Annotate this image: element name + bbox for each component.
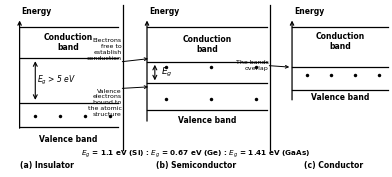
Text: (c) Conductor: (c) Conductor — [304, 161, 363, 170]
Text: (a) Insulator: (a) Insulator — [20, 161, 74, 170]
Text: Valence band: Valence band — [311, 93, 369, 102]
Text: Valence
electrons
bound to
the atomic
structure: Valence electrons bound to the atomic st… — [87, 88, 122, 117]
Text: Electrons
free to
establish
conduction: Electrons free to establish conduction — [87, 38, 122, 61]
Text: $E_g$: $E_g$ — [161, 66, 172, 79]
Text: Energy: Energy — [149, 7, 179, 16]
Text: Energy: Energy — [22, 7, 52, 16]
Text: Conduction
band: Conduction band — [182, 35, 231, 54]
Text: Valence band: Valence band — [40, 135, 98, 144]
Text: (b) Semiconductor: (b) Semiconductor — [156, 161, 236, 170]
Text: Conduction
band: Conduction band — [44, 33, 93, 52]
Text: Conduction
band: Conduction band — [316, 32, 365, 51]
Text: Valence band: Valence band — [178, 116, 236, 125]
Text: $E_g$ = 1.1 eV (Si) : $E_g$ = 0.67 eV (Ge) : $E_g$ = 1.41 eV (GaAs): $E_g$ = 1.1 eV (Si) : $E_g$ = 0.67 eV (G… — [82, 148, 310, 160]
Text: $E_g$ > 5 eV: $E_g$ > 5 eV — [37, 74, 76, 87]
Text: The bands
overlap: The bands overlap — [236, 60, 269, 71]
Text: Energy: Energy — [294, 7, 324, 16]
